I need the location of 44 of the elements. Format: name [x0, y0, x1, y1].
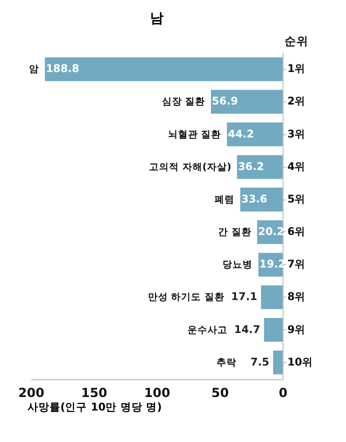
bar: [264, 318, 283, 342]
y-tick-label: 심장 질환: [162, 96, 206, 108]
text: 8위: [287, 291, 306, 304]
x-axis-title: 사망률(인구 10만 명당 명): [27, 401, 162, 414]
data-label: 44.2: [228, 128, 254, 140]
bar: [210, 90, 283, 114]
text: 3위: [287, 128, 306, 140]
chart-title: 남: [150, 12, 164, 27]
bar: [261, 285, 283, 310]
y-tick-label: 추락: [216, 357, 237, 368]
bar: [44, 57, 283, 82]
text: 6위: [287, 226, 306, 238]
text: 1위: [287, 63, 306, 76]
data-label: 56.9: [212, 96, 238, 108]
text: 2위: [287, 96, 306, 108]
y-tick-label: 고의적 자해(자살): [149, 162, 232, 173]
x-tick-label: 150: [81, 385, 108, 400]
data-label: 33.6: [241, 193, 268, 206]
x-tick-label: 50: [211, 385, 230, 400]
y-tick-label: 당뇨병: [222, 260, 253, 271]
text: 4위: [287, 160, 306, 173]
y-tick-label: 만성 하기도 질환: [148, 292, 225, 304]
data-label: 188.8: [46, 63, 80, 76]
bar: [236, 155, 283, 179]
data-label: 36.2: [238, 160, 264, 173]
x-tick-label: 100: [144, 385, 170, 400]
y-tick-label: 간 질환: [218, 227, 252, 238]
text: 7위: [287, 258, 306, 271]
data-label: 20.2: [258, 226, 284, 238]
text: 10위: [287, 356, 314, 368]
text: 9위: [287, 324, 306, 336]
data-label: 17.1: [231, 291, 258, 304]
y-tick-label: 암: [29, 64, 40, 76]
y-tick-label: 운수사고: [188, 324, 228, 336]
y-tick-label: 뇌혈관 질환: [168, 129, 222, 140]
x-tick-label: 200: [18, 385, 45, 400]
bar: [226, 122, 283, 146]
y-tick-label: 폐렴: [214, 194, 234, 206]
data-label: 14.7: [234, 324, 260, 336]
data-label: 7.5: [250, 356, 270, 368]
text: 순위: [284, 34, 308, 48]
text: 5위: [287, 193, 306, 206]
bar: [273, 350, 283, 374]
x-tick-label: 0: [278, 385, 288, 400]
